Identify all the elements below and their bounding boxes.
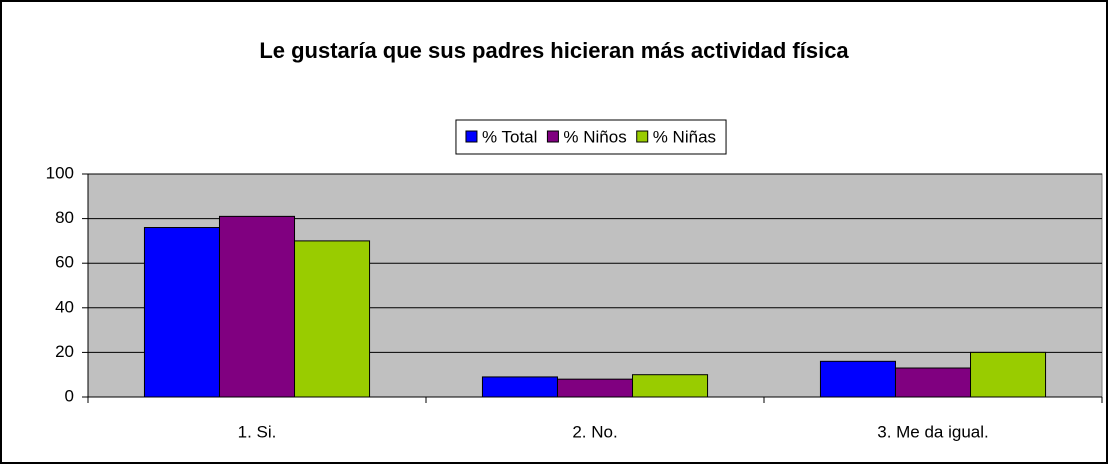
y-tick-label: 80 bbox=[55, 208, 74, 227]
legend-label: % Niñas bbox=[653, 127, 716, 146]
bar bbox=[632, 374, 709, 398]
bar bbox=[294, 240, 371, 398]
x-tick-label: 2. No. bbox=[572, 422, 617, 441]
y-tick-label: 40 bbox=[55, 297, 74, 316]
legend-swatch bbox=[636, 130, 649, 143]
chart-title: Le gustaría que sus padres hicieran más … bbox=[259, 38, 849, 63]
legend bbox=[455, 119, 727, 155]
bar bbox=[481, 376, 558, 398]
x-tick-label: 3. Me da igual. bbox=[877, 422, 989, 441]
legend-swatch bbox=[465, 130, 478, 143]
bar bbox=[819, 360, 896, 398]
bar bbox=[556, 378, 634, 398]
legend-swatch bbox=[546, 130, 559, 143]
legend-label: % Niños bbox=[563, 127, 626, 146]
bar bbox=[970, 351, 1047, 398]
x-tick-label: 1. Si. bbox=[238, 422, 277, 441]
y-tick-label: 60 bbox=[55, 253, 74, 272]
y-tick-label: 20 bbox=[55, 342, 74, 361]
bar bbox=[218, 215, 296, 398]
legend-label: % Total bbox=[482, 127, 537, 146]
y-tick-label: 0 bbox=[65, 386, 74, 405]
bar bbox=[894, 367, 972, 398]
bar bbox=[143, 227, 220, 398]
y-tick-label: 100 bbox=[46, 163, 74, 182]
